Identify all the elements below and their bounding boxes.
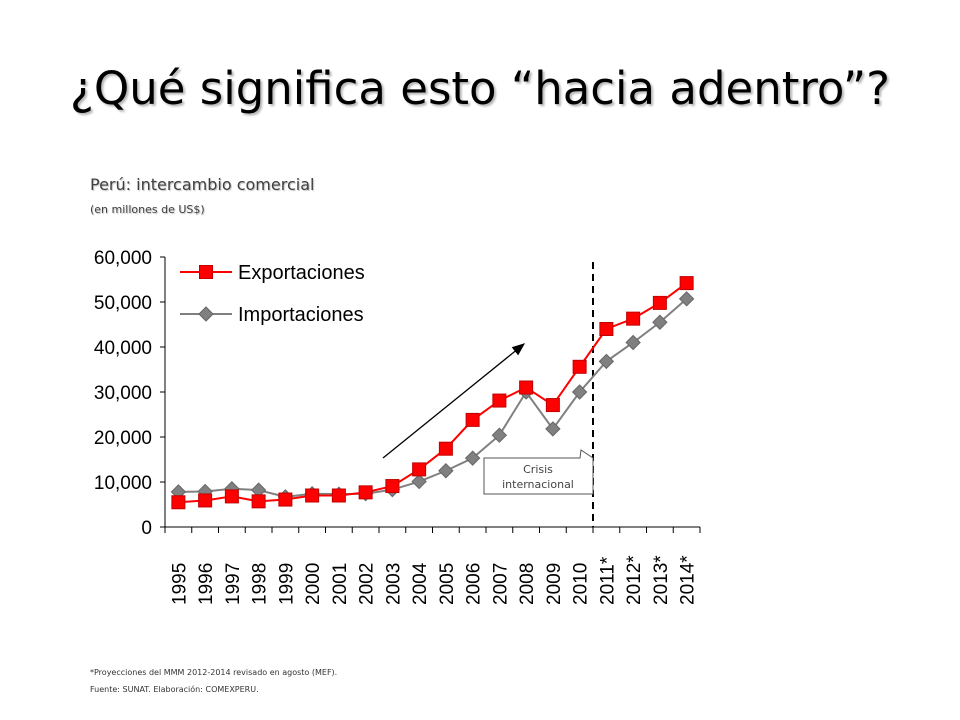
x-tick-label: 2014* <box>678 555 699 605</box>
exportaciones-point <box>679 276 694 291</box>
y-tick-label: 10,000 <box>94 473 152 494</box>
importaciones-point <box>438 463 454 479</box>
x-tick-label: 1996 <box>196 563 217 605</box>
crisis-label-line2: internacional <box>502 478 574 491</box>
x-tick-label: 2004 <box>410 562 431 605</box>
x-tick-label: 2011* <box>597 556 618 605</box>
exportaciones-point <box>385 479 400 494</box>
exportaciones-point <box>545 398 560 413</box>
x-tick-label: 1995 <box>169 563 190 605</box>
exportaciones-point <box>171 495 186 510</box>
exportaciones-point <box>465 412 480 427</box>
slide-title: ¿Qué significa esto “hacia adentro”? <box>69 62 891 115</box>
y-tick-label: 20,000 <box>94 428 152 449</box>
legend-marker-exportaciones <box>199 265 213 279</box>
importaciones-point <box>571 384 588 400</box>
exportaciones-point <box>572 359 587 374</box>
y-tick-label: 60,000 <box>94 248 152 269</box>
y-tick-label: 30,000 <box>94 383 152 404</box>
y-tick-label: 50,000 <box>94 293 152 314</box>
crisis-callout <box>483 449 594 495</box>
x-tick-label: 2000 <box>303 563 324 605</box>
importaciones-point <box>491 427 508 443</box>
y-tick-label: 40,000 <box>94 338 152 359</box>
x-tick-label: 2005 <box>437 563 458 605</box>
exportaciones-point <box>331 488 346 503</box>
importaciones-point <box>598 353 615 370</box>
x-tick-label: 1998 <box>250 563 271 605</box>
y-tick-label: 0 <box>141 518 152 539</box>
exportaciones-point <box>251 494 266 509</box>
exportaciones-point <box>652 295 667 310</box>
legend-label-importaciones: Importaciones <box>238 304 364 326</box>
trend-arrow <box>382 343 526 459</box>
exportaciones-point <box>224 489 239 504</box>
exportaciones-point <box>599 322 614 336</box>
crisis-label-line1: Crisis <box>523 463 553 476</box>
x-tick-label: 2010 <box>571 563 592 605</box>
legend-label-exportaciones: Exportaciones <box>238 262 365 284</box>
exportaciones-point <box>305 488 320 503</box>
exportaciones-point <box>198 493 213 508</box>
importaciones-point <box>411 473 427 490</box>
exportaciones-point <box>438 441 453 456</box>
footnote-projections: *Proyecciones del MMM 2012-2014 revisado… <box>90 668 338 677</box>
exportaciones-point <box>626 311 641 326</box>
exportaciones-point <box>492 393 507 408</box>
x-tick-label: 2009 <box>544 563 565 605</box>
x-tick-label: 1999 <box>276 563 297 605</box>
importaciones-point <box>678 291 695 307</box>
x-tick-label: 2007 <box>490 563 511 605</box>
x-tick-label: 2012* <box>624 555 645 605</box>
legend-marker-importaciones <box>198 306 214 322</box>
x-tick-label: 2013* <box>651 555 672 605</box>
x-tick-label: 2003 <box>383 563 404 605</box>
exportaciones-point <box>358 485 373 500</box>
x-tick-label: 2006 <box>464 563 485 605</box>
exportaciones-point <box>519 380 534 395</box>
importaciones-point <box>625 334 641 351</box>
exportaciones-point <box>412 462 427 477</box>
importaciones-point <box>464 450 481 466</box>
chart-title: Perú: intercambio comercial <box>90 175 315 194</box>
x-tick-label: 2001 <box>330 563 351 605</box>
x-tick-label: 2008 <box>517 563 538 605</box>
importaciones-point <box>545 421 561 437</box>
x-tick-label: 2002 <box>357 563 378 605</box>
chart-subtitle: (en millones de US$) <box>90 203 205 216</box>
exportaciones-point <box>278 492 293 507</box>
importaciones-point <box>652 314 668 330</box>
x-tick-label: 1997 <box>223 563 244 605</box>
footnote-source: Fuente: SUNAT. Elaboración: COMEXPERU. <box>90 685 259 694</box>
